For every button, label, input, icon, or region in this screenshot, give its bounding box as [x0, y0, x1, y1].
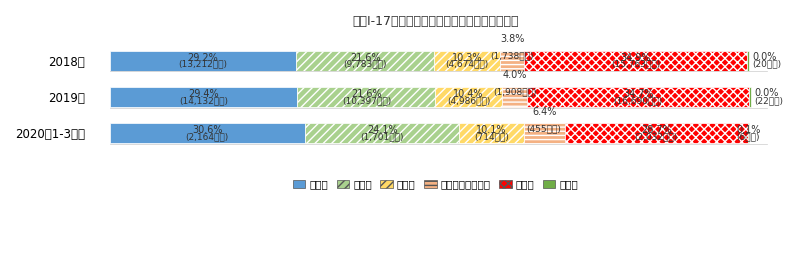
Text: 24.1%: 24.1%: [367, 125, 398, 135]
Text: (14,132億円): (14,132億円): [179, 96, 228, 105]
Text: (15,763億円): (15,763億円): [611, 60, 661, 69]
Bar: [434, 51, 500, 71]
Text: 29.4%: 29.4%: [188, 89, 219, 99]
Bar: [298, 87, 435, 107]
Text: (6億円): (6億円): [737, 132, 760, 141]
Text: (16,690億円): (16,690億円): [614, 96, 663, 105]
Title: 図表Ⅰ-17　費目別にみる訪日外国人旅行消費額: 図表Ⅰ-17 費目別にみる訪日外国人旅行消費額: [352, 15, 518, 28]
Text: (9,783億円): (9,783億円): [343, 60, 387, 69]
Text: (2,032億円): (2,032億円): [634, 132, 678, 141]
Text: 4.0%: 4.0%: [502, 70, 527, 80]
Bar: [459, 123, 524, 143]
Text: 0.0%: 0.0%: [754, 88, 778, 98]
Text: 0.0%: 0.0%: [753, 52, 777, 62]
Bar: [524, 123, 565, 143]
Bar: [305, 123, 459, 143]
Text: (1,701億円): (1,701億円): [360, 132, 404, 141]
Legend: 宿泊費, 飲食費, 交通費, 娯楽等サービス費, 買物代, その他: 宿泊費, 飲食費, 交通費, 娯楽等サービス費, 買物代, その他: [289, 176, 582, 194]
Bar: [435, 87, 502, 107]
Bar: [750, 87, 751, 107]
Text: 21.6%: 21.6%: [350, 53, 381, 63]
Bar: [110, 123, 305, 143]
Text: (4,986億円): (4,986億円): [447, 96, 490, 105]
Bar: [527, 87, 750, 107]
Text: 28.7%: 28.7%: [641, 125, 672, 135]
Text: (455億円): (455億円): [526, 124, 562, 133]
Text: 30.6%: 30.6%: [192, 125, 222, 135]
Bar: [524, 51, 747, 71]
Text: (714億円): (714億円): [474, 132, 509, 141]
Bar: [502, 87, 527, 107]
Bar: [565, 123, 748, 143]
Text: (20億円): (20億円): [753, 60, 782, 69]
Text: 3.8%: 3.8%: [500, 34, 524, 44]
Text: (13,212億円): (13,212億円): [178, 60, 227, 69]
Text: 21.6%: 21.6%: [351, 89, 382, 99]
Text: 0.1%: 0.1%: [736, 125, 761, 135]
Text: (1,738億円): (1,738億円): [490, 51, 534, 60]
Bar: [747, 51, 750, 71]
Bar: [500, 51, 524, 71]
Bar: [110, 87, 298, 107]
Text: 10.4%: 10.4%: [454, 89, 484, 99]
Text: (1,908億円): (1,908億円): [493, 88, 537, 97]
Bar: [296, 51, 434, 71]
Text: (2,164億円): (2,164億円): [186, 132, 229, 141]
Text: (4,674億円): (4,674億円): [446, 60, 489, 69]
Text: 34.9%: 34.9%: [621, 53, 651, 63]
Text: 10.1%: 10.1%: [476, 125, 506, 135]
Text: 6.4%: 6.4%: [532, 107, 556, 117]
Text: 10.3%: 10.3%: [452, 53, 482, 63]
Bar: [110, 51, 296, 71]
Text: (22億円): (22億円): [754, 96, 783, 105]
Text: (10,397億円): (10,397億円): [342, 96, 391, 105]
Text: 34.7%: 34.7%: [623, 89, 654, 99]
Text: 29.2%: 29.2%: [187, 53, 218, 63]
